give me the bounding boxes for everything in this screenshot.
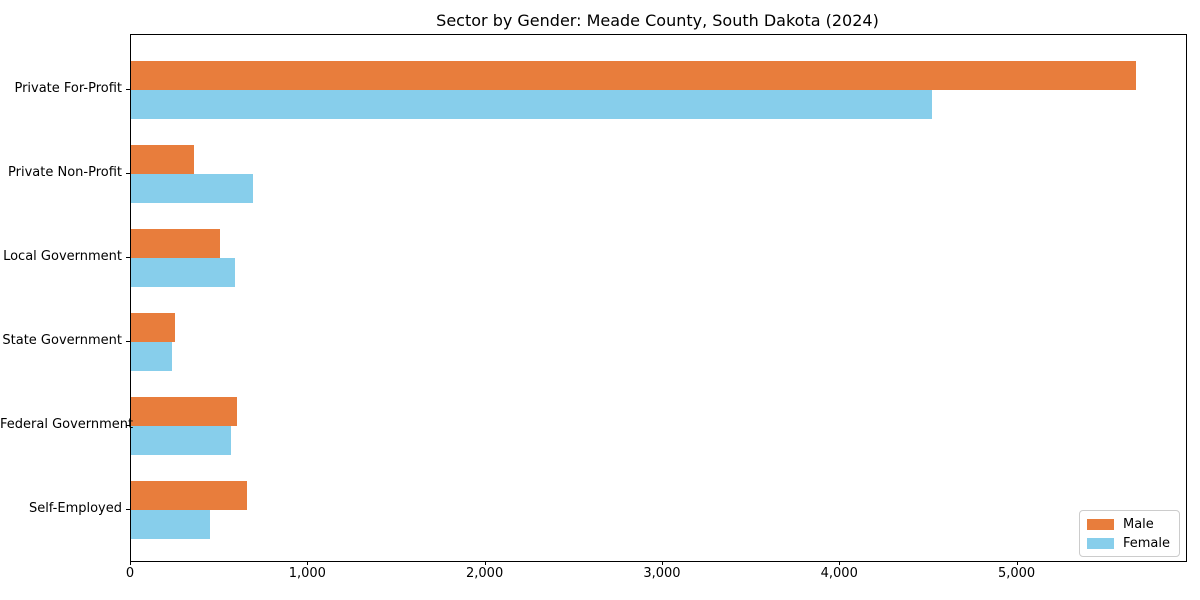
y-tick-label-private-for-profit: Private For-Profit <box>14 81 122 96</box>
x-tick-mark <box>307 561 309 565</box>
y-tick-mark <box>126 509 130 510</box>
legend: Male Female <box>1078 510 1180 557</box>
x-tick-mark <box>661 561 663 565</box>
bar-female-1 <box>131 174 254 203</box>
male-series-swatch <box>1086 518 1114 530</box>
y-tick-mark <box>126 341 130 342</box>
y-tick-mark <box>126 173 130 174</box>
chart-title: Sector by Gender: Meade County, South Da… <box>436 11 879 30</box>
bar-female-4 <box>131 426 232 455</box>
bar-female-3 <box>131 342 172 371</box>
x-tick-label-0: 0 <box>125 566 135 581</box>
bar-male-5 <box>131 481 248 510</box>
x-tick-label-3000: 3,000 <box>643 566 681 581</box>
legend-item-female: Female <box>1086 535 1170 551</box>
legend-label-male: Male <box>1122 516 1154 532</box>
x-tick-label-5000: 5,000 <box>997 566 1036 581</box>
y-tick-mark <box>126 89 130 90</box>
x-tick-mark <box>839 561 841 565</box>
x-tick-mark <box>130 561 131 565</box>
x-tick-label-1000: 1,000 <box>288 566 326 581</box>
bar-male-1 <box>131 145 194 174</box>
female-series-swatch <box>1086 537 1114 549</box>
y-tick-mark <box>126 425 130 426</box>
y-tick-label-state-government: State Government <box>2 333 122 348</box>
y-tick-label-federal-government: Federal Government <box>0 417 134 432</box>
x-tick-label-2000: 2,000 <box>466 566 504 581</box>
y-tick-label-self-employed: Self-Employed <box>28 501 122 516</box>
x-tick-mark <box>484 561 486 565</box>
x-tick-label-4000: 4,000 <box>820 566 858 581</box>
y-tick-mark <box>126 257 130 258</box>
bar-female-2 <box>131 258 235 287</box>
legend-label-female: Female <box>1122 535 1170 551</box>
x-tick-mark <box>1016 561 1018 565</box>
y-tick-label-private-non-profit: Private Non-Profit <box>8 165 122 180</box>
bar-male-3 <box>131 313 176 342</box>
bar-male-4 <box>131 397 238 426</box>
bar-male-2 <box>131 229 220 258</box>
bar-female-0 <box>131 90 932 119</box>
bar-male-0 <box>131 61 1137 90</box>
plot-area: Male Female <box>130 34 1187 562</box>
legend-item-male: Male <box>1086 516 1170 532</box>
bar-female-5 <box>131 510 210 539</box>
y-tick-label-local-government: Local Government <box>3 249 122 264</box>
